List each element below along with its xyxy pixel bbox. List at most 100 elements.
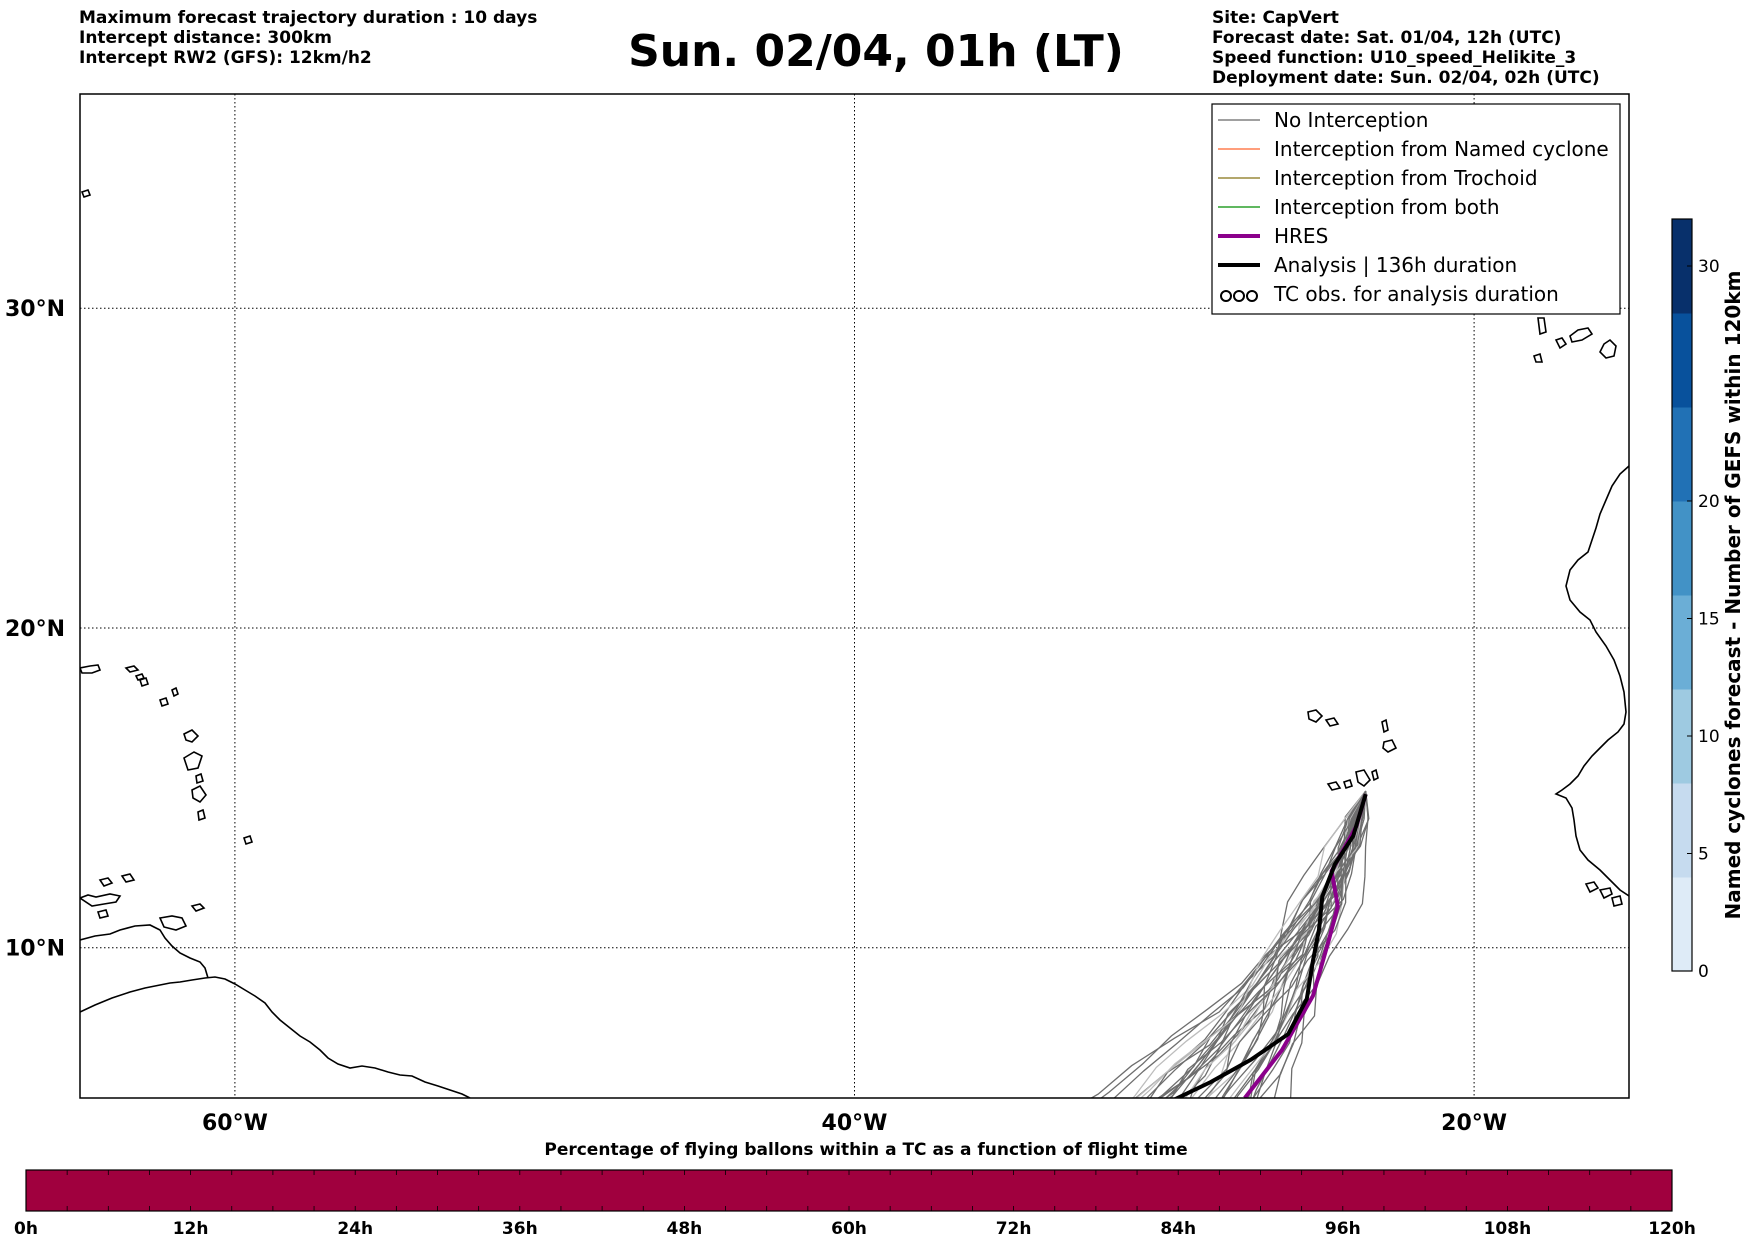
ensemble-trajectory: [1256, 790, 1367, 1098]
ensemble-trajectory: [1145, 790, 1367, 1098]
legend-label: Interception from both: [1274, 195, 1500, 219]
map-frame: [79, 93, 1630, 1099]
trinidad-island: [158, 915, 188, 931]
tobago-island: [190, 903, 206, 912]
colorbar-frame: [1671, 218, 1693, 972]
percentage-bar-title: Percentage of flying ballons within a TC…: [544, 1140, 1187, 1160]
intercept-distance-text: Intercept distance: 300km: [79, 28, 332, 48]
tc-obs-symbol: [1220, 290, 1258, 302]
colorbar-segment: [1672, 877, 1692, 972]
barbados-island: [242, 834, 254, 846]
fogo-brava-islands: [1326, 778, 1354, 791]
legend-label: Interception from Named cyclone: [1274, 137, 1609, 161]
coastlines: [80, 189, 1629, 1098]
percentage-bar-tick-label: 36h: [502, 1219, 538, 1239]
tc-symbol-ring: [1246, 290, 1258, 302]
aruba-curacao-islands: [98, 873, 136, 887]
percentage-bar-tick-label: 60h: [831, 1219, 867, 1239]
colorbar-segment: [1672, 219, 1692, 314]
legend-box: [1211, 103, 1621, 315]
deployment-date-text: Deployment date: Sun. 02/04, 02h (UTC): [1212, 68, 1600, 88]
colorbar-segment: [1672, 407, 1692, 502]
boa-vista-island: [1382, 739, 1398, 753]
virgin-islands: [124, 665, 146, 681]
colorbar-segment: [1672, 501, 1692, 596]
longitude-label: 20°W: [1441, 1111, 1507, 1136]
percentage-bar-tick-label: 72h: [996, 1219, 1032, 1239]
leeward-islands: [138, 676, 179, 708]
percentage-bar-tick-label: 120h: [1648, 1219, 1696, 1239]
max-duration-text: Maximum forecast trajectory duration : 1…: [79, 8, 538, 28]
antigua-island: [183, 729, 200, 743]
colorbar-tick-label: 30: [1698, 257, 1720, 277]
latitude-label: 10°N: [5, 937, 65, 962]
flight-time-percentage-bar: Percentage of flying ballons within a TC…: [14, 1140, 1696, 1239]
latitude-label: 30°N: [5, 297, 65, 322]
percentage-bar-tick-label: 0h: [14, 1219, 38, 1239]
colorbar-tick-label: 5: [1698, 845, 1709, 865]
percentage-bar-fill: [25, 1169, 1673, 1212]
longitude-label: 40°W: [822, 1111, 888, 1136]
lesser-antilles-south: [80, 893, 122, 919]
axis-tick-labels: 10°N 20°N 30°N 60°W 40°W 20°W: [5, 297, 1507, 1136]
colorbar-segment: [1672, 313, 1692, 408]
legend-label: Analysis | 136h duration: [1274, 253, 1517, 277]
guadeloupe-island: [183, 751, 203, 771]
percentage-bar-tick-label: 96h: [1325, 1219, 1361, 1239]
canary-islands: [1532, 317, 1617, 363]
ensemble-trajectory: [1159, 790, 1367, 1098]
ensemble-trajectory: [1181, 790, 1370, 1098]
ensemble-trajectory: [1090, 790, 1367, 1098]
colorbar-tick-label: 10: [1698, 727, 1720, 747]
page-title: Sun. 02/04, 01h (LT): [628, 26, 1124, 77]
tc-symbol-ring: [1220, 290, 1232, 302]
map-gridlines: [80, 94, 1629, 1098]
santiago-island: [1355, 769, 1372, 788]
sal-island: [1381, 718, 1389, 734]
speed-function-text: Speed function: U10_speed_Helikite_3: [1212, 48, 1577, 68]
forecast-date-text: Forecast date: Sat. 01/04, 12h (UTC): [1212, 28, 1562, 48]
colorbar-segment: [1672, 783, 1692, 878]
south-america-coastline: [80, 976, 471, 1098]
colorbar-tick-label: 15: [1698, 610, 1720, 630]
venezuela-coastline: [80, 924, 209, 979]
ensemble-trajectory: [1183, 790, 1367, 1098]
intercept-rw2-text: Intercept RW2 (GFS): 12km/h2: [79, 48, 372, 68]
site-text: Site: CapVert: [1212, 8, 1339, 28]
dominica-island: [195, 772, 204, 785]
percentage-bar-tick-label: 108h: [1484, 1219, 1532, 1239]
legend-label: TC obs. for analysis duration: [1273, 282, 1559, 306]
maio-island: [1371, 768, 1379, 782]
puerto-rico-island: [80, 664, 102, 674]
latitude-label: 20°N: [5, 617, 65, 642]
colorbar-title: Named cyclones forecast - Number of GEFS…: [1721, 271, 1745, 920]
legend-label: HRES: [1274, 224, 1328, 248]
ensemble-trajectory: [1289, 790, 1367, 1098]
percentage-bar-tick-label: 48h: [667, 1219, 703, 1239]
analysis-trajectory: [1172, 793, 1368, 1098]
colorbar-segment: [1672, 689, 1692, 784]
percentage-bar-tick-label: 24h: [337, 1219, 373, 1239]
longitude-label: 60°W: [202, 1111, 268, 1136]
colorbar-tick-label: 0: [1698, 962, 1709, 982]
ensemble-trajectory: [1259, 790, 1369, 1098]
ensemble-trajectory: [1222, 790, 1367, 1098]
ensemble-trajectory: [1214, 790, 1367, 1098]
legend-label: No Interception: [1274, 108, 1428, 132]
far-north-islet: [80, 189, 92, 198]
ensemble-trajectory: [1131, 790, 1367, 1098]
africa-coastline: [1554, 465, 1629, 897]
map-legend: No Interception Interception from Named c…: [1211, 103, 1621, 315]
tc-symbol-ring: [1233, 290, 1245, 302]
ensemble-trajectory: [1113, 790, 1367, 1098]
percentage-bar-tick-label: 12h: [173, 1219, 209, 1239]
percentage-bar-tick-label: 84h: [1160, 1219, 1196, 1239]
colorbar-tick-label: 20: [1698, 492, 1720, 512]
ensemble-trajectory: [1135, 790, 1367, 1098]
martinique-island: [191, 784, 208, 804]
sao-antao-island: [1307, 709, 1324, 723]
forecast-parameters: Maximum forecast trajectory duration : 1…: [79, 8, 537, 68]
site-info: Site: CapVert Forecast date: Sat. 01/04,…: [1212, 8, 1600, 88]
